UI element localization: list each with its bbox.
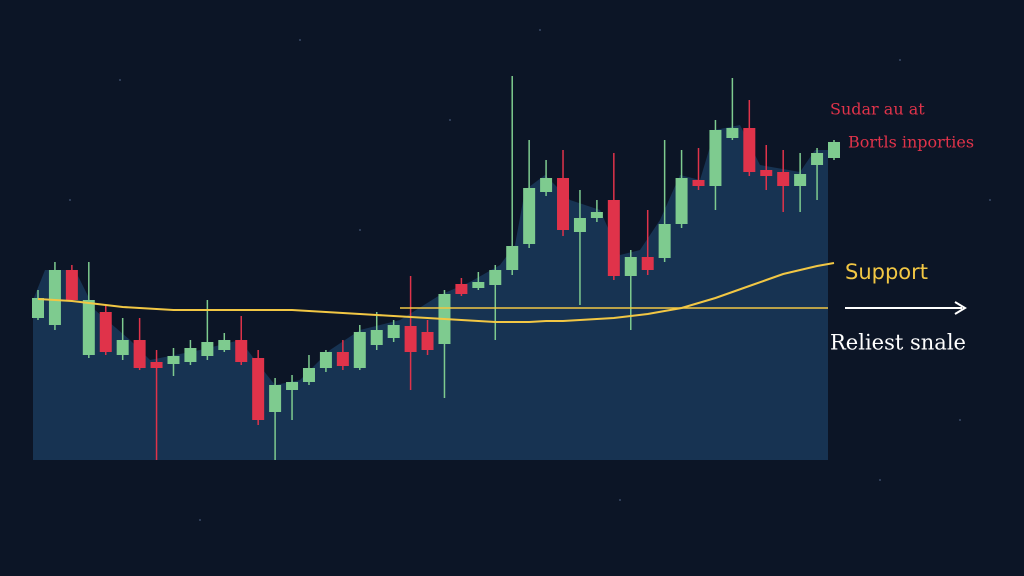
candle-body xyxy=(235,340,248,362)
candle-body xyxy=(709,130,722,186)
candle-body xyxy=(489,270,502,285)
candle-body xyxy=(353,332,366,368)
candle-body xyxy=(675,178,688,224)
candle-body xyxy=(286,382,299,390)
candle-body xyxy=(523,188,536,244)
candle-body xyxy=(201,342,214,356)
candle-body xyxy=(624,257,637,276)
candle-body xyxy=(116,340,129,355)
candle-body xyxy=(48,270,61,325)
candle-body xyxy=(811,153,824,165)
candle-body xyxy=(506,246,519,270)
candle-body xyxy=(692,180,705,186)
candle-body xyxy=(184,348,197,362)
candle-body xyxy=(641,257,654,270)
candle-body xyxy=(743,128,756,172)
candle-body xyxy=(658,224,671,258)
candle-body xyxy=(760,170,773,176)
candle-body xyxy=(590,212,603,218)
candle-body xyxy=(455,284,468,294)
candle-body xyxy=(82,300,95,355)
candle-body xyxy=(540,178,553,192)
candle-body xyxy=(150,362,163,368)
candle-body xyxy=(32,298,44,318)
candle-body xyxy=(370,330,383,345)
candle-body xyxy=(218,340,231,350)
annotation: Sudar au at xyxy=(830,100,925,119)
candle-body xyxy=(607,200,620,276)
candle-body xyxy=(726,128,739,138)
arrow-head xyxy=(954,301,967,315)
candle-body xyxy=(777,172,790,186)
annotation: Bortls inporties xyxy=(848,133,974,152)
stars xyxy=(69,29,991,521)
candle-body xyxy=(421,332,434,350)
candle-body xyxy=(387,325,400,338)
annotation: Reliest snale xyxy=(830,331,966,355)
candle-body xyxy=(794,174,807,186)
candle-body xyxy=(65,270,78,300)
candle-body xyxy=(828,142,840,158)
candle-body xyxy=(99,312,112,352)
candle-body xyxy=(269,385,282,412)
candle-body xyxy=(252,358,265,420)
area-fill xyxy=(33,125,828,460)
moving-average xyxy=(37,262,835,323)
candle-body xyxy=(336,352,349,366)
candle-body xyxy=(302,368,315,382)
candle-body xyxy=(133,340,146,368)
candle-body xyxy=(557,178,570,230)
candle-body xyxy=(319,352,332,368)
candle-body xyxy=(573,218,586,232)
candle-body xyxy=(404,326,417,352)
support-label: Support xyxy=(845,260,928,284)
candle-body xyxy=(472,282,485,288)
candle-body xyxy=(167,356,180,364)
